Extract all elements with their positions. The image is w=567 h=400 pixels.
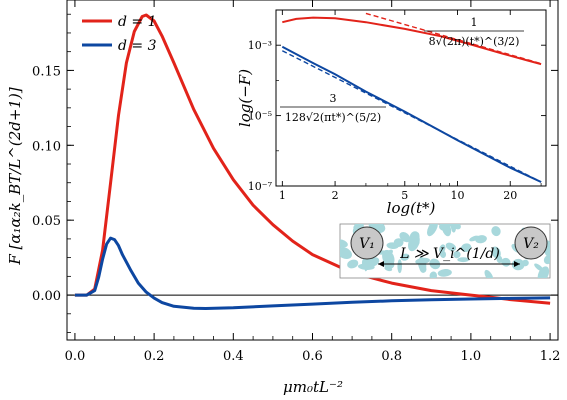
texture-blob (460, 243, 472, 253)
texture-blob (408, 234, 420, 252)
body-v1 (350, 226, 384, 260)
texture-blob (399, 232, 411, 243)
texture-blob (437, 269, 452, 277)
texture-blob (439, 244, 446, 254)
schematic-inset: V₁ V₂ L ≫ V_i^(1/d) (339, 223, 551, 279)
inset-axes-ticks: 1 2 5 10 20 10⁻³ 10⁻⁵ 10⁻⁷ (248, 9, 546, 202)
d1-asymptote-formula: 1 8√(2π)(t*)^(3/2) (424, 16, 524, 48)
inset-y-tick-label: 10⁻⁵ (248, 110, 272, 123)
v2-label: V₂ (523, 236, 539, 252)
texture-blob (400, 253, 410, 261)
texture-blob (491, 226, 501, 237)
texture-blob (347, 259, 359, 269)
legend: d = 1 d = 3 (82, 14, 157, 54)
x-tick-label: 0.6 (302, 349, 323, 364)
x-tick-label: 1.2 (540, 349, 561, 364)
texture-blob (445, 242, 457, 252)
inset-x-tick-label: 5 (401, 189, 408, 202)
inset-asymptote-d1 (365, 12, 542, 65)
texture-blob (340, 247, 352, 259)
svg-text:1: 1 (471, 16, 478, 29)
y-axis-title: F [α₁α₂k_BT/L^(2d+1)] (6, 87, 24, 265)
inset-y-title: log(−F) (236, 69, 254, 127)
svg-text:8√(2π)(t*)^(3/2): 8√(2π)(t*)^(3/2) (429, 35, 520, 48)
body-v2 (514, 226, 548, 260)
inset-y-tick-label: 10⁻⁷ (248, 180, 273, 193)
x-tick-label: 0.0 (65, 349, 86, 364)
texture-blob (444, 224, 452, 231)
svg-text:128√2(πt*)^(5/2): 128√2(πt*)^(5/2) (285, 111, 381, 124)
texture-blob (543, 255, 550, 265)
inset-line-d3 (281, 45, 542, 183)
texture-blob (393, 238, 404, 248)
texture-blob (457, 257, 470, 263)
texture-blob (382, 249, 395, 266)
texture-blob (484, 269, 494, 278)
inset-x-tick-label: 1 (279, 189, 286, 202)
series-line-d3 (74, 236, 551, 310)
inset-y-tick-label: 10⁻³ (248, 39, 272, 52)
v1-label: V₁ (359, 236, 375, 252)
legend-label-d3: d = 3 (118, 38, 157, 54)
texture-blob (397, 259, 402, 274)
inset-x-tick-label: 2 (332, 189, 339, 202)
texture-blob (469, 235, 480, 242)
main-axes-ticks: 0.0 0.2 0.4 0.6 0.8 1.0 1.2 0.00 0.05 0.10 0.15 (32, 0, 560, 364)
d3-asymptote-formula: 3 128√2(πt*)^(5/2) (280, 92, 386, 124)
x-tick-label: 1.0 (461, 349, 482, 364)
inset-asymptote-d3 (281, 50, 542, 183)
series-line-d1 (74, 13, 551, 305)
texture-blob (453, 250, 461, 259)
texture-blob (340, 239, 348, 248)
inset-frame (275, 9, 547, 187)
svg-text:3: 3 (330, 92, 337, 105)
inset-plot: 1 2 5 10 20 10⁻³ 10⁻⁵ 10⁻⁷ log(t*) log(−F) 1 8√… (236, 9, 547, 217)
x-tick-label: 0.8 (381, 349, 402, 364)
texture-blob (427, 224, 438, 237)
y-tick-label: 0.15 (32, 64, 61, 79)
x-tick-label: 0.2 (144, 349, 165, 364)
inset-x-tick-label: 10 (451, 189, 465, 202)
x-tick-label: 0.4 (223, 349, 244, 364)
inset-x-title: log(t*) (387, 199, 436, 217)
texture-blob (429, 271, 438, 278)
y-tick-label: 0.05 (32, 214, 61, 229)
texture-blob (534, 263, 544, 272)
texture-blob (361, 256, 375, 270)
texture-blob (371, 224, 378, 231)
x-axis-title: μm₀tL⁻² (283, 378, 343, 396)
texture-blob (419, 264, 427, 273)
texture-blob (491, 246, 501, 259)
y-tick-label: 0.00 (32, 289, 61, 304)
inset-x-tick-label: 20 (503, 189, 517, 202)
y-tick-label: 0.10 (32, 139, 61, 154)
legend-label-d1: d = 1 (118, 14, 157, 30)
inset-line-d1 (282, 16, 542, 66)
texture-blob (450, 224, 457, 233)
distance-label: L ≫ V_i^(1/d) (399, 246, 500, 262)
